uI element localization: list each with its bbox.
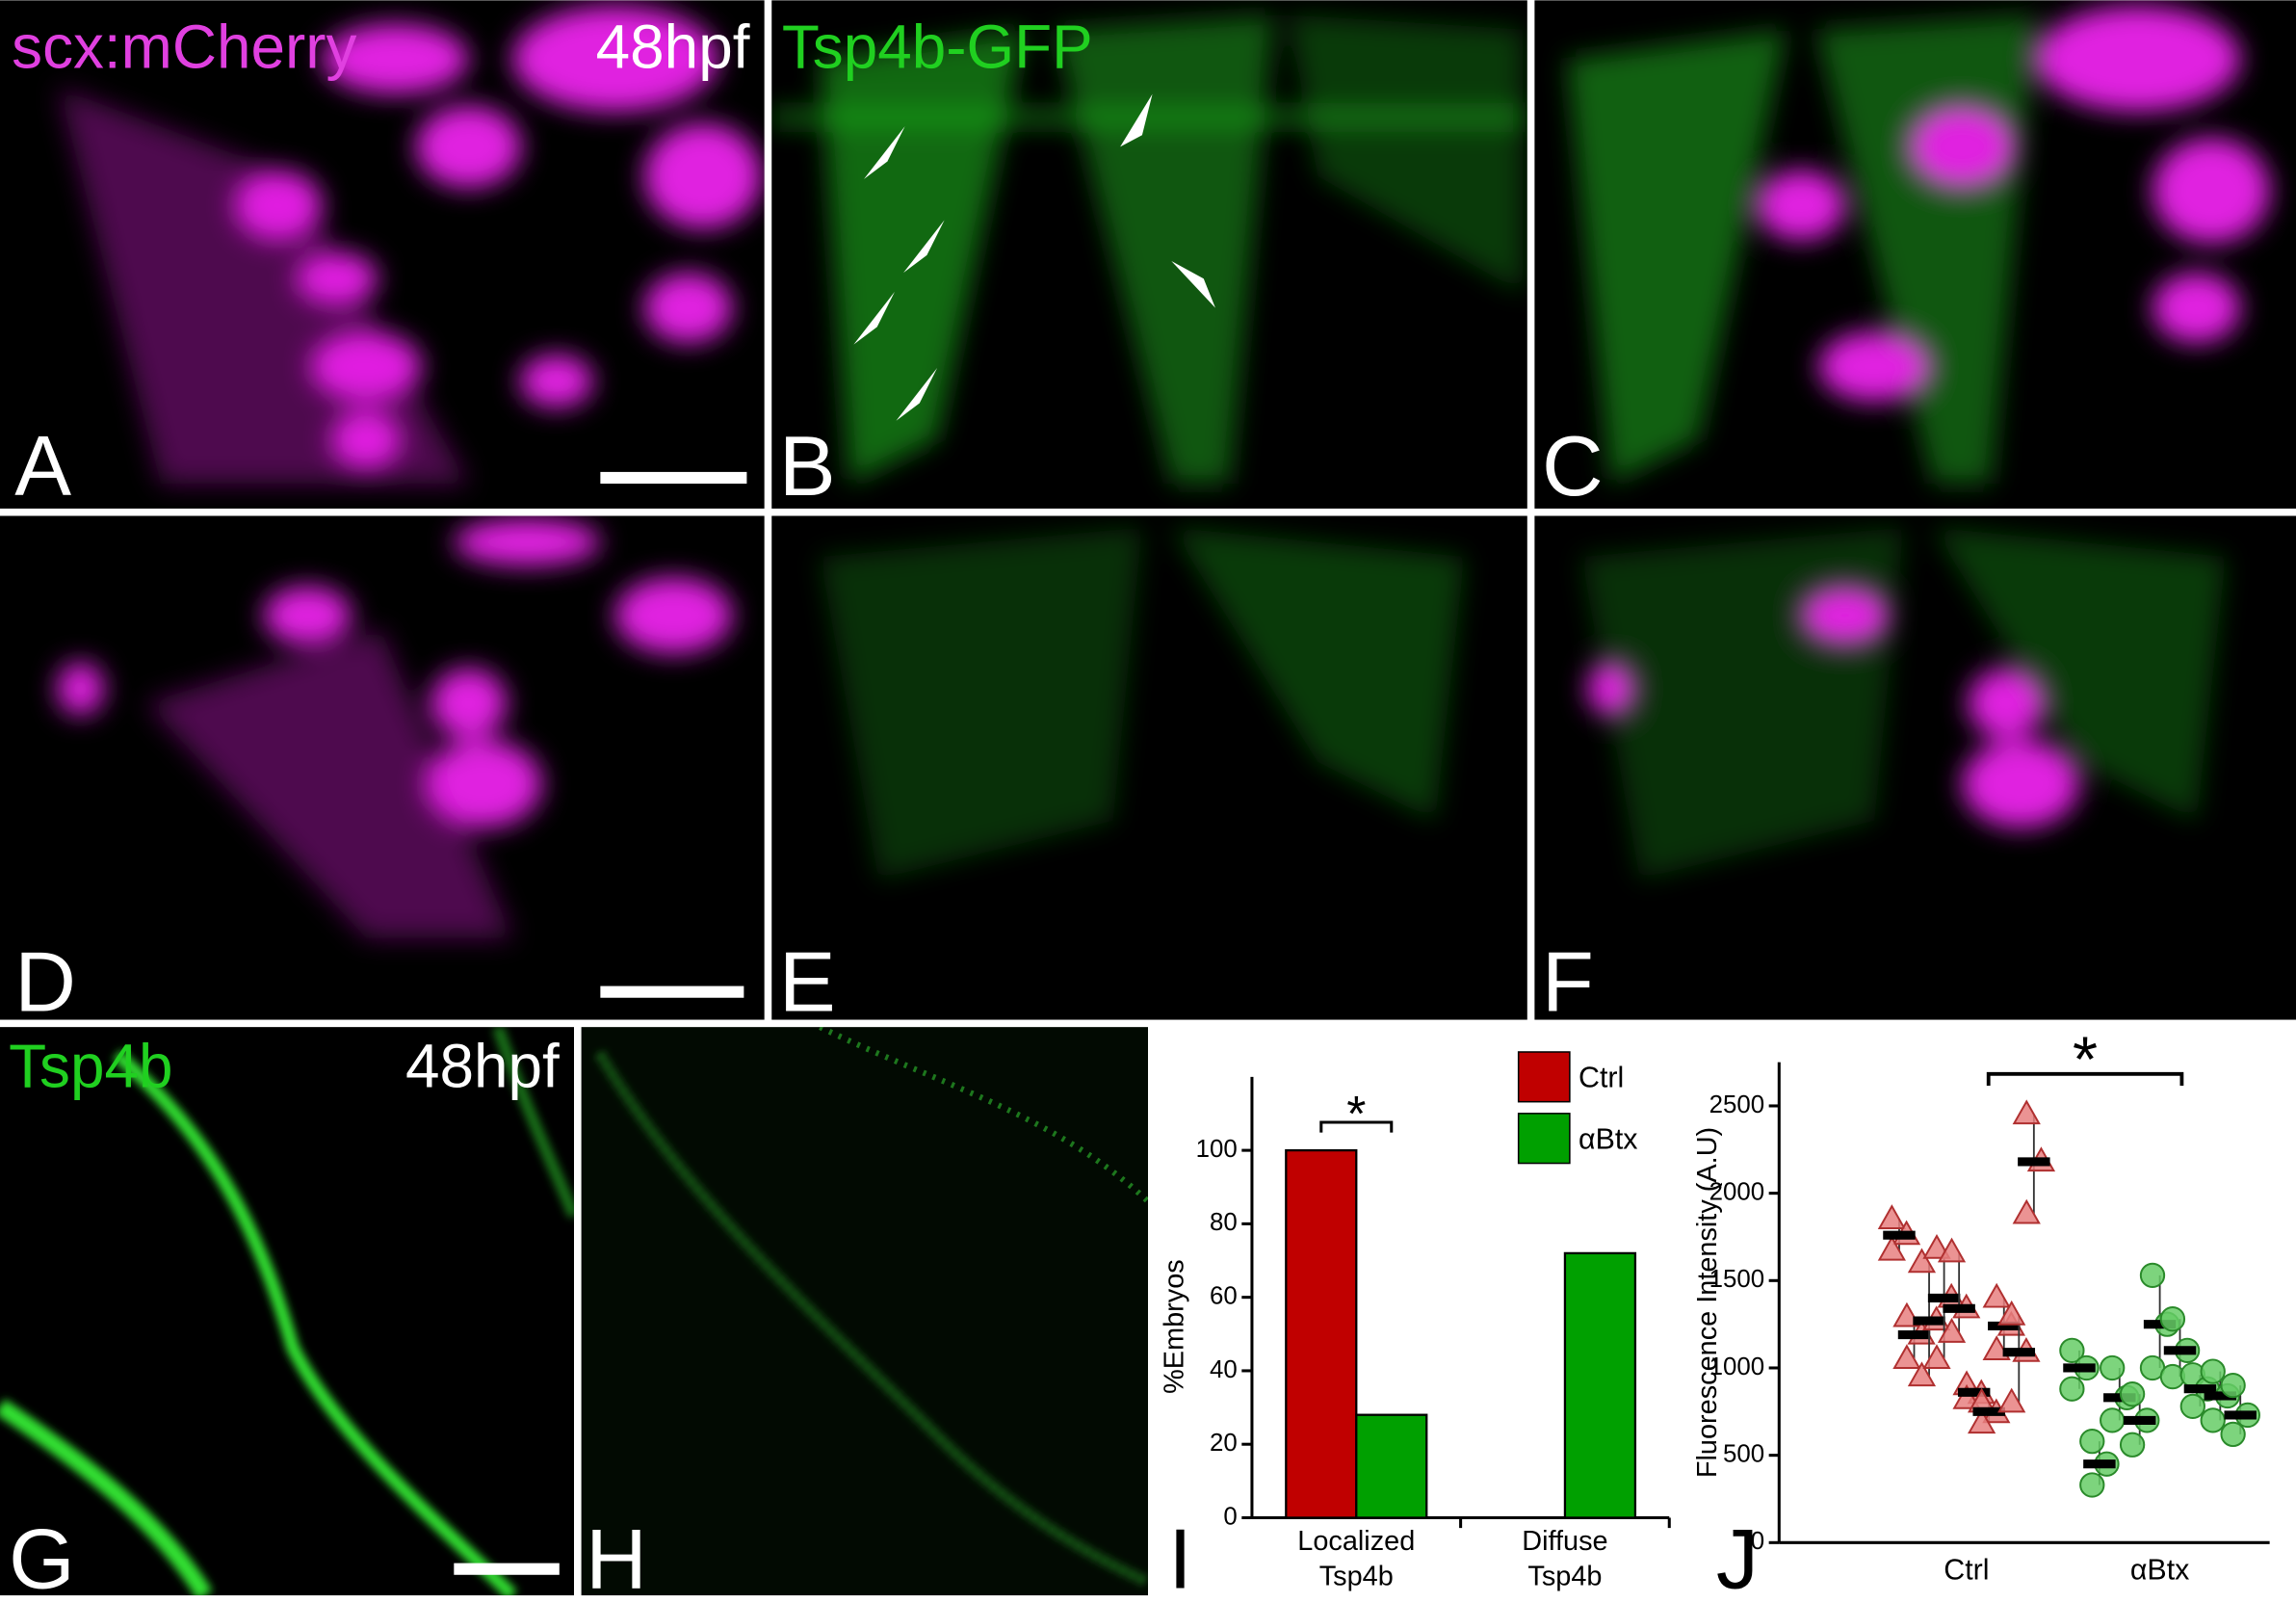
data-point bbox=[2200, 1358, 2226, 1384]
data-point bbox=[1922, 1233, 1951, 1259]
data-point bbox=[2100, 1354, 2126, 1381]
data-point bbox=[1952, 1383, 1981, 1409]
panel-label: D bbox=[14, 933, 76, 1029]
significance-label: * bbox=[2073, 1023, 2098, 1095]
y-tick-label: 2000 bbox=[1709, 1178, 1764, 1205]
data-point bbox=[1877, 1235, 1906, 1261]
legend-swatch bbox=[1517, 1113, 1571, 1165]
data-point bbox=[1907, 1361, 1937, 1387]
charts: 0 20 40 60 80 100 %Embryos Localized Tsp4b Diffus… bbox=[1159, 1023, 2270, 1591]
bar bbox=[1285, 1148, 1358, 1519]
data-point bbox=[2119, 1432, 2146, 1458]
x-tick-label: Diffuse bbox=[1522, 1526, 1607, 1557]
panel-label: B bbox=[779, 418, 836, 513]
y-tick-label: 40 bbox=[1210, 1356, 1238, 1383]
panel-label: J bbox=[1716, 1511, 1759, 1603]
x-tick-label: αBtx bbox=[2130, 1553, 2189, 1586]
data-point bbox=[2119, 1381, 2146, 1407]
data-point bbox=[1937, 1318, 1967, 1343]
data-point bbox=[1892, 1344, 1921, 1370]
x-tick-label: Tsp4b bbox=[1319, 1561, 1394, 1591]
legend-label: Ctrl bbox=[1578, 1061, 1624, 1093]
channel-label: scx:mCherry bbox=[12, 12, 356, 81]
panel-label: G bbox=[9, 1511, 75, 1603]
y-axis-label: %Embryos bbox=[1159, 1259, 1189, 1394]
panel-label: A bbox=[14, 418, 71, 513]
data-point bbox=[1877, 1204, 1906, 1229]
channel-label: Tsp4b-GFP bbox=[782, 12, 1093, 81]
y-tick-label: 20 bbox=[1210, 1430, 1238, 1457]
data-point bbox=[1967, 1408, 1996, 1434]
data-point bbox=[2159, 1306, 2186, 1332]
data-point bbox=[2059, 1337, 2085, 1364]
data-point bbox=[1997, 1387, 2026, 1413]
data-point bbox=[2220, 1372, 2246, 1399]
data-point bbox=[2079, 1428, 2105, 1455]
data-point bbox=[1982, 1282, 2011, 1308]
bar bbox=[1563, 1251, 1637, 1519]
data-point bbox=[2139, 1262, 2166, 1289]
data-point bbox=[2179, 1393, 2205, 1420]
data-point bbox=[1997, 1300, 2026, 1326]
data-point bbox=[2079, 1472, 2105, 1498]
data-point bbox=[1922, 1344, 1951, 1370]
data-point bbox=[1937, 1237, 1967, 1263]
x-tick-label: Localized bbox=[1297, 1526, 1415, 1557]
y-tick-label: 2500 bbox=[1709, 1091, 1764, 1118]
legend-swatch bbox=[1517, 1051, 1571, 1103]
legend-label: αBtx bbox=[1578, 1122, 1637, 1155]
data-point bbox=[2059, 1376, 2085, 1402]
y-tick-label: 1000 bbox=[1709, 1353, 1764, 1380]
panel-label: H bbox=[586, 1511, 647, 1603]
panel-label: F bbox=[1542, 933, 1594, 1029]
y-tick-label: 100 bbox=[1196, 1136, 1238, 1163]
stage-label: 48hpf bbox=[596, 12, 750, 81]
y-tick-label: 0 bbox=[1751, 1528, 1764, 1555]
x-tick-label: Tsp4b bbox=[1527, 1561, 1602, 1591]
significance-label: * bbox=[1346, 1086, 1366, 1142]
bar bbox=[1355, 1413, 1428, 1519]
data-point bbox=[2200, 1407, 2226, 1433]
panel-label: C bbox=[1542, 418, 1604, 513]
x-tick-label: Ctrl bbox=[1944, 1553, 1989, 1586]
y-axis-label: Fluorescence Intensity (A.U) bbox=[1692, 1127, 1723, 1478]
stage-label: 48hpf bbox=[405, 1031, 560, 1100]
data-point bbox=[2012, 1099, 2041, 1125]
data-point bbox=[2220, 1421, 2246, 1448]
significance-bracket bbox=[1319, 1120, 1394, 1133]
y-tick-label: 80 bbox=[1210, 1209, 1238, 1236]
data-point bbox=[2100, 1407, 2126, 1433]
data-point bbox=[1907, 1248, 1937, 1274]
y-tick-label: 500 bbox=[1723, 1440, 1764, 1467]
y-tick-label: 60 bbox=[1210, 1282, 1238, 1309]
channel-label: Tsp4b bbox=[9, 1031, 172, 1100]
data-point bbox=[2012, 1198, 2041, 1224]
y-tick-label: 0 bbox=[1223, 1503, 1237, 1530]
panel-label: E bbox=[779, 933, 836, 1029]
panel-label: I bbox=[1168, 1511, 1192, 1603]
significance-bracket bbox=[1986, 1071, 2184, 1086]
panel-text: A B C D E F G H I J scx:mCherry 48hpf Ts… bbox=[9, 12, 1759, 1603]
y-tick-label: 1500 bbox=[1709, 1266, 1764, 1293]
